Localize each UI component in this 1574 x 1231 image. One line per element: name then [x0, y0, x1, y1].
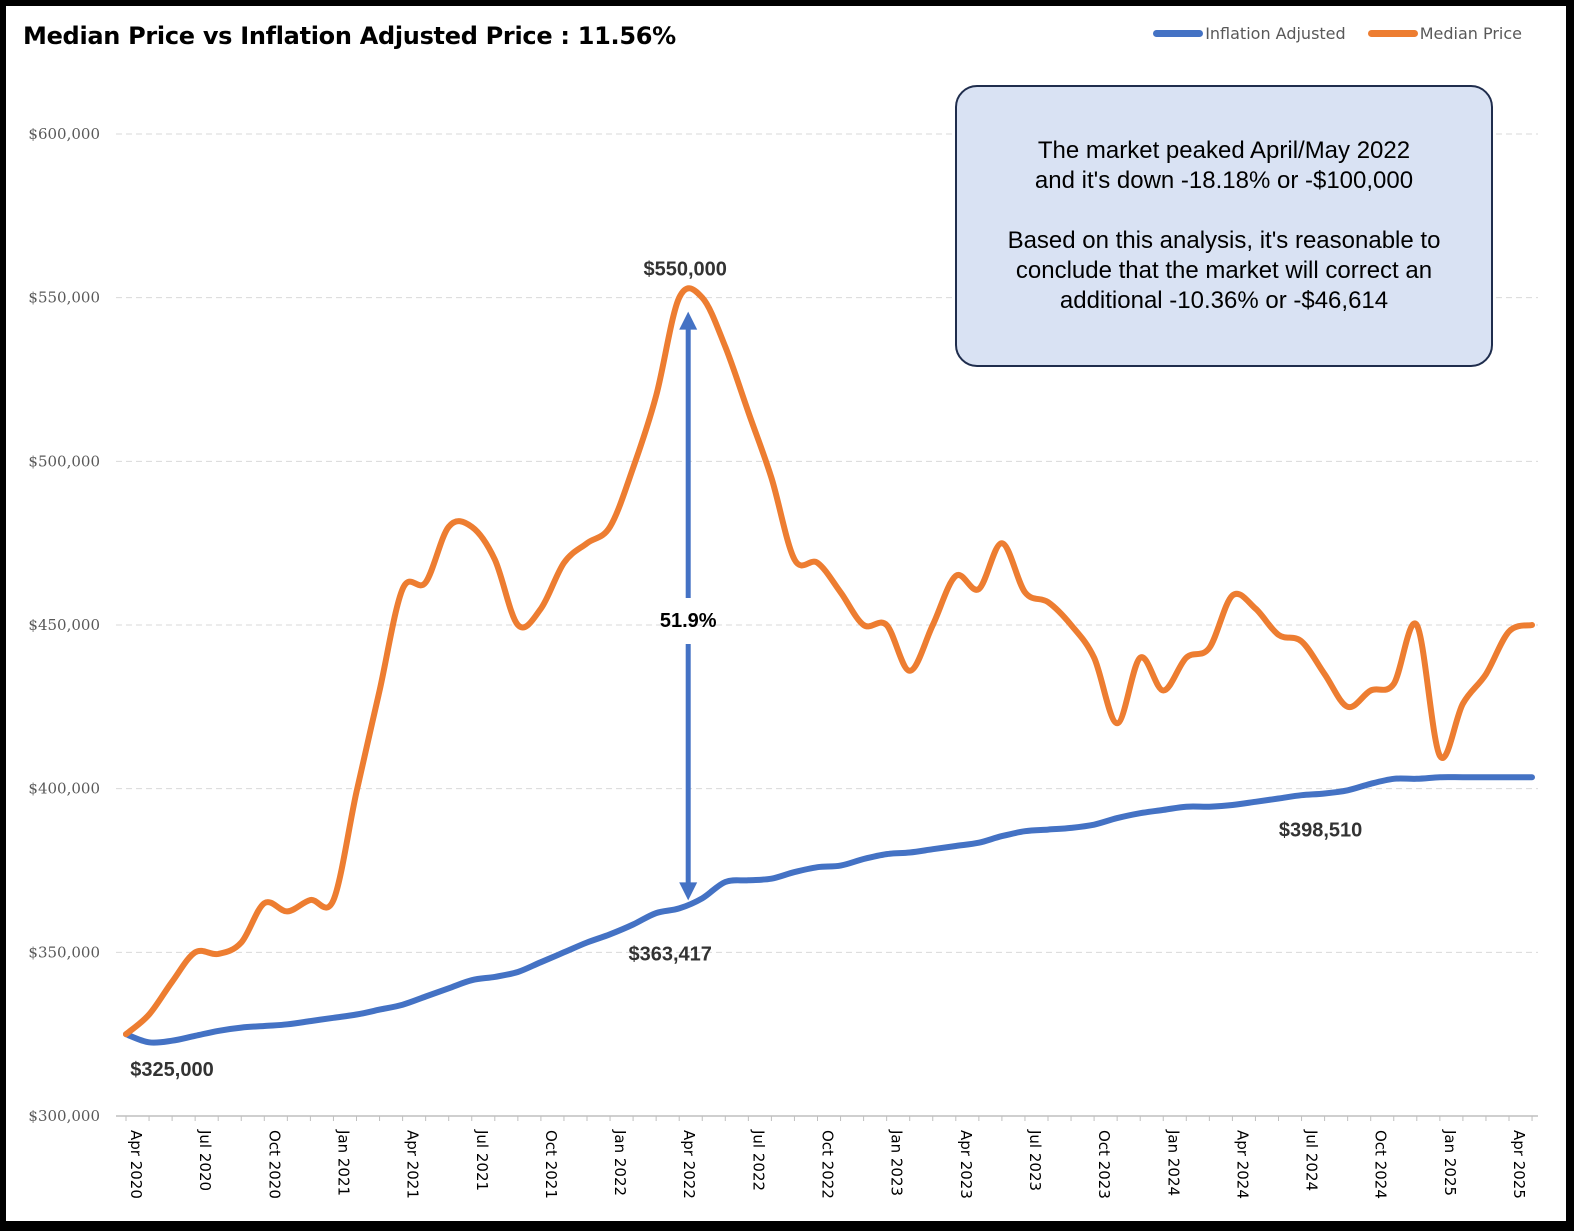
legend-item-median-price: Median Price [1367, 24, 1522, 43]
y-tick-label: $600,000 [28, 125, 100, 143]
x-tick-label: Oct 2023 [1095, 1130, 1113, 1199]
series-lines [123, 285, 1535, 1046]
chart-legend: Inflation Adjusted Median Price [1153, 24, 1522, 43]
gap-percent-label: 51.9% [660, 610, 717, 632]
x-tick-label: Apr 2023 [957, 1130, 975, 1199]
x-tick-label: Apr 2021 [404, 1130, 422, 1199]
start-price-label: $325,000 [130, 1059, 213, 1081]
y-tick-label: $450,000 [28, 616, 100, 634]
callout-line-3: Based on this analysis, it's reasonable … [1007, 227, 1441, 254]
chart-title: Median Price vs Inflation Adjusted Price… [23, 22, 676, 50]
x-tick-label: Jan 2025 [1441, 1129, 1459, 1196]
peak-inflation-adjusted-label: $363,417 [628, 943, 711, 965]
series-line-median-price [123, 285, 1535, 1038]
peak-median-price-label: $550,000 [643, 259, 726, 281]
callout-line-4: conclude that the market will correct an [1015, 257, 1433, 284]
y-tick-label: $500,000 [28, 452, 100, 470]
x-axis: Apr 2020 Jul 2020 Oct 2020 Jan 2021 Apr 2021… [116, 1115, 1538, 1199]
x-tick-label: Oct 2022 [819, 1130, 837, 1199]
analysis-callout-box: The market peaked April/May 2022 and it'… [955, 85, 1493, 367]
x-tick-label: Apr 2024 [1233, 1130, 1251, 1199]
legend-swatch-median-price [1367, 30, 1418, 37]
series-line-inflation-adjusted [123, 774, 1535, 1046]
x-tick-label: Jul 2022 [749, 1129, 767, 1191]
y-tick-label: $350,000 [28, 943, 100, 961]
y-tick-label: $550,000 [28, 289, 100, 307]
x-tick-label: Jan 2022 [611, 1129, 629, 1196]
x-tick-label: Jul 2023 [1026, 1129, 1044, 1191]
x-tick-label: Oct 2024 [1372, 1130, 1390, 1199]
callout-line-1: The market peaked April/May 2022 [1037, 137, 1411, 164]
x-tick-label: Jan 2023 [888, 1129, 906, 1196]
y-tick-label: $400,000 [28, 780, 100, 798]
y-axis-ticks: $300,000 $350,000 $400,000 $450,000 $500,000… [28, 125, 100, 1125]
annotations: 51.9% $550,000 $363,417 $325,000 $398,510 [130, 259, 1362, 1081]
x-tick-label: Apr 2025 [1510, 1130, 1528, 1199]
gap-arrow-head-down [679, 882, 698, 901]
x-tick-label: Oct 2020 [265, 1130, 283, 1199]
x-tick-label: Jul 2020 [196, 1129, 214, 1191]
x-tick-label: Jan 2024 [1164, 1129, 1182, 1196]
x-tick-label: Jul 2021 [473, 1129, 491, 1191]
legend-label-median-price: Median Price [1419, 24, 1522, 43]
x-tick-label: Oct 2021 [542, 1130, 560, 1199]
x-tick-label: Apr 2022 [680, 1130, 698, 1199]
callout-line-2: and it's down -18.18% or -$100,000 [1034, 167, 1414, 194]
callout-line-5: additional -10.36% or -$46,614 [1059, 287, 1389, 314]
legend-swatch-inflation-adjusted [1153, 30, 1204, 37]
latest-inflation-adjusted-label: $398,510 [1279, 820, 1362, 842]
legend-label-inflation-adjusted: Inflation Adjusted [1205, 24, 1346, 43]
y-tick-label: $300,000 [28, 1107, 100, 1125]
x-tick-label: Jan 2021 [334, 1129, 352, 1196]
legend-item-inflation-adjusted: Inflation Adjusted [1153, 24, 1346, 43]
x-tick-label: Jul 2024 [1303, 1129, 1321, 1191]
gap-arrow-head-up [679, 311, 698, 330]
x-tick-label: Apr 2020 [127, 1130, 145, 1199]
